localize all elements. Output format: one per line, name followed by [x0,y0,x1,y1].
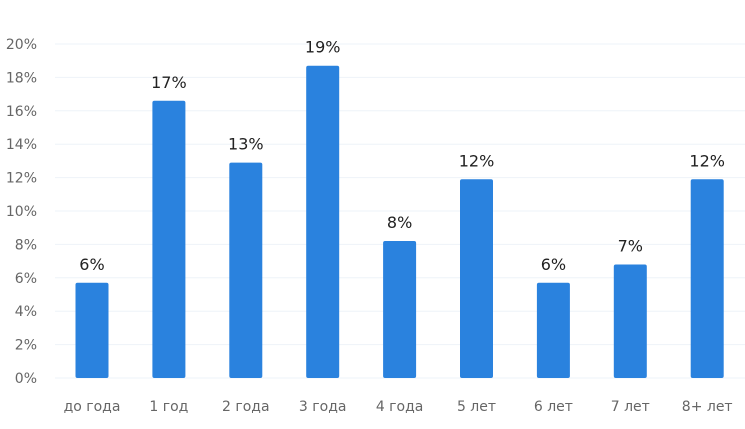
bar [306,65,340,379]
bar [75,282,109,378]
y-tick-label: 20% [6,37,37,53]
x-tick-label: 3 года [299,399,347,415]
x-tick-label: 2 года [222,399,270,415]
x-tick-label: 4 года [376,399,424,415]
y-tick-label: 4% [15,304,37,320]
data-labels: 6% 17% 13% 19% 8% 12% 6% 7% 12% [79,38,725,274]
y-tick-label: 14% [6,137,37,153]
data-label: 8% [387,213,412,232]
x-tick-label: 7 лет [611,399,650,415]
data-label: 12% [689,151,725,170]
y-tick-label: 16% [6,104,37,120]
x-tick-label: 6 лет [534,399,573,415]
data-label: 17% [151,73,187,92]
bar [229,162,263,378]
bar [690,179,724,378]
y-tick-label: 18% [6,70,37,86]
y-tick-label: 12% [6,171,37,187]
y-tick-label: 0% [15,371,37,387]
x-tick-label: 1 год [149,399,188,415]
data-label: 6% [79,255,104,274]
y-tick-label: 10% [6,204,37,220]
data-label: 7% [618,236,643,255]
data-label: 12% [459,151,495,170]
bar [613,264,647,378]
bar [383,241,417,378]
bar [536,282,570,378]
y-tick-label: 6% [15,271,37,287]
y-tick-label: 8% [15,237,37,253]
data-label: 13% [228,135,264,154]
data-label: 19% [305,38,341,57]
bar [152,100,186,378]
y-axis: 0% 2% 4% 6% 8% 10% 12% 14% 16% 18% 20% [6,37,37,387]
x-axis: до года 1 год 2 года 3 года 4 года 5 лет 6 лет… [64,399,733,415]
data-label: 6% [541,255,566,274]
bars [75,65,724,379]
bar [460,179,493,378]
x-tick-label: 5 лет [457,399,496,415]
x-tick-label: до года [64,399,121,415]
y-tick-label: 2% [15,338,37,354]
x-tick-label: 8+ лет [682,399,733,415]
